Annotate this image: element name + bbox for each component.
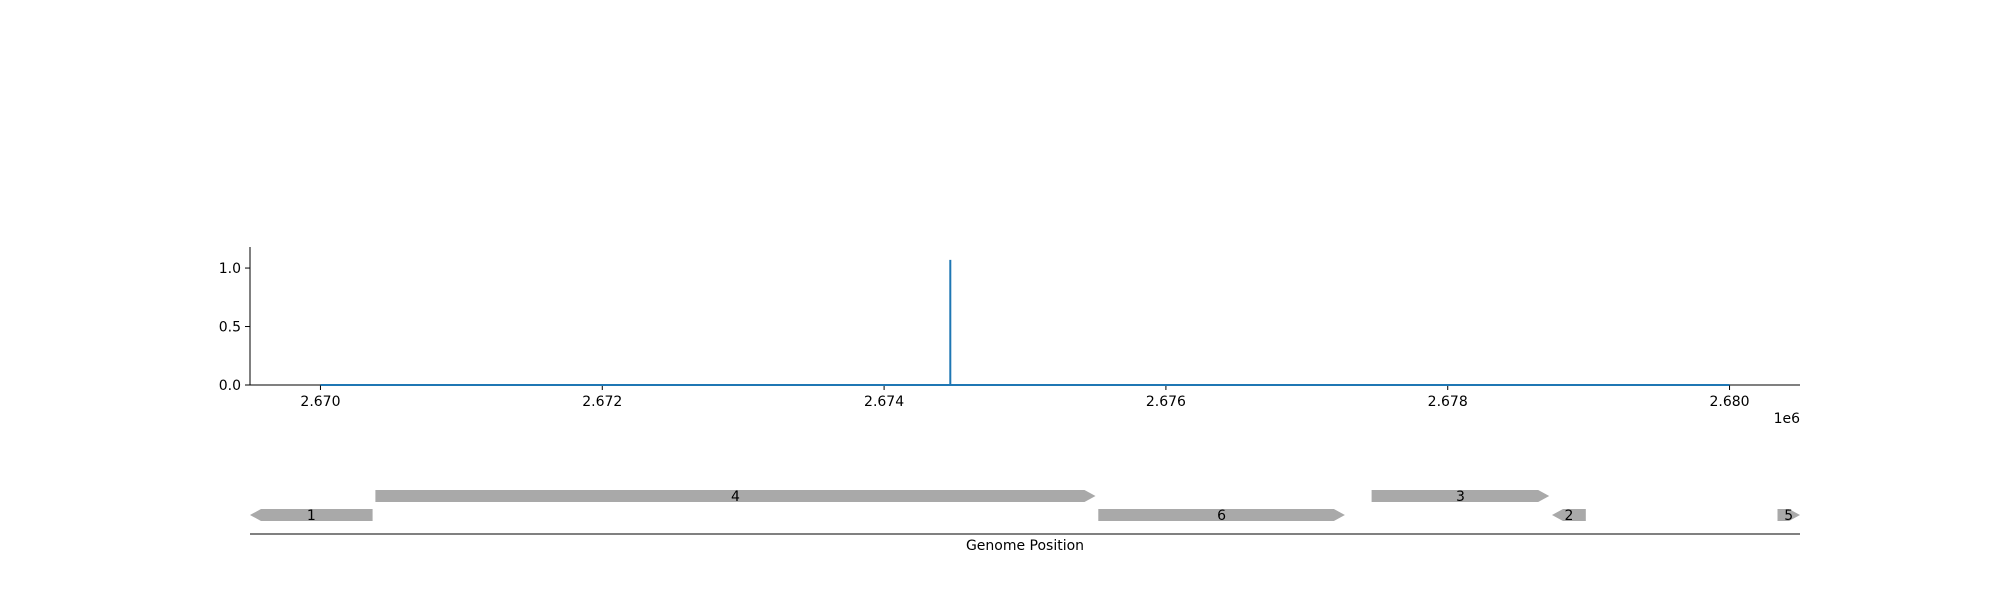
coverage-axes: 0.0 0.5 1.0 2.670 2.672 2.674 2.676 2.678 2.680… [219, 247, 1800, 427]
x-axis-offset-label: 1e6 [1774, 411, 1801, 427]
gene-feature: 3 [1371, 489, 1550, 505]
gene-arrow [1552, 509, 1586, 521]
series-line [320, 259, 1730, 386]
gene-label: 3 [1456, 489, 1465, 505]
y-tick-label: 0.5 [219, 320, 241, 336]
x-tick-label: 2.678 [1428, 394, 1468, 410]
gene-feature: 1 [250, 508, 373, 524]
gene-features: 1 4 6 3 2 5 [250, 489, 1800, 524]
y-tick-label: 1.0 [219, 261, 241, 277]
gene-feature: 2 [1552, 508, 1586, 524]
y-tick-label: 0.0 [219, 378, 241, 394]
x-tick-label: 2.672 [582, 394, 622, 410]
gene-label: 6 [1217, 508, 1226, 524]
gene-track: 1 4 6 3 2 5 Genome Position [250, 489, 1800, 554]
x-axis-label: Genome Position [966, 538, 1084, 554]
gene-label: 5 [1784, 508, 1793, 524]
gene-arrow [1777, 509, 1800, 521]
x-tick-label: 2.670 [300, 394, 340, 410]
gene-label: 4 [731, 489, 740, 505]
gene-arrow [375, 490, 1096, 502]
gene-feature: 6 [1098, 508, 1345, 524]
gene-arrow [1371, 490, 1550, 502]
x-tick-label: 2.680 [1709, 394, 1749, 410]
gene-feature: 4 [375, 489, 1096, 505]
x-tick-label: 2.674 [864, 394, 904, 410]
y-ticks: 0.0 0.5 1.0 [219, 261, 250, 394]
gene-label: 1 [307, 508, 316, 524]
x-tick-label: 2.676 [1146, 394, 1186, 410]
x-ticks: 2.670 2.672 2.674 2.676 2.678 2.680 [300, 385, 1750, 410]
gene-arrow [250, 509, 373, 521]
gene-feature: 5 [1777, 508, 1800, 524]
gene-arrow [1098, 509, 1345, 521]
gene-label: 2 [1564, 508, 1573, 524]
